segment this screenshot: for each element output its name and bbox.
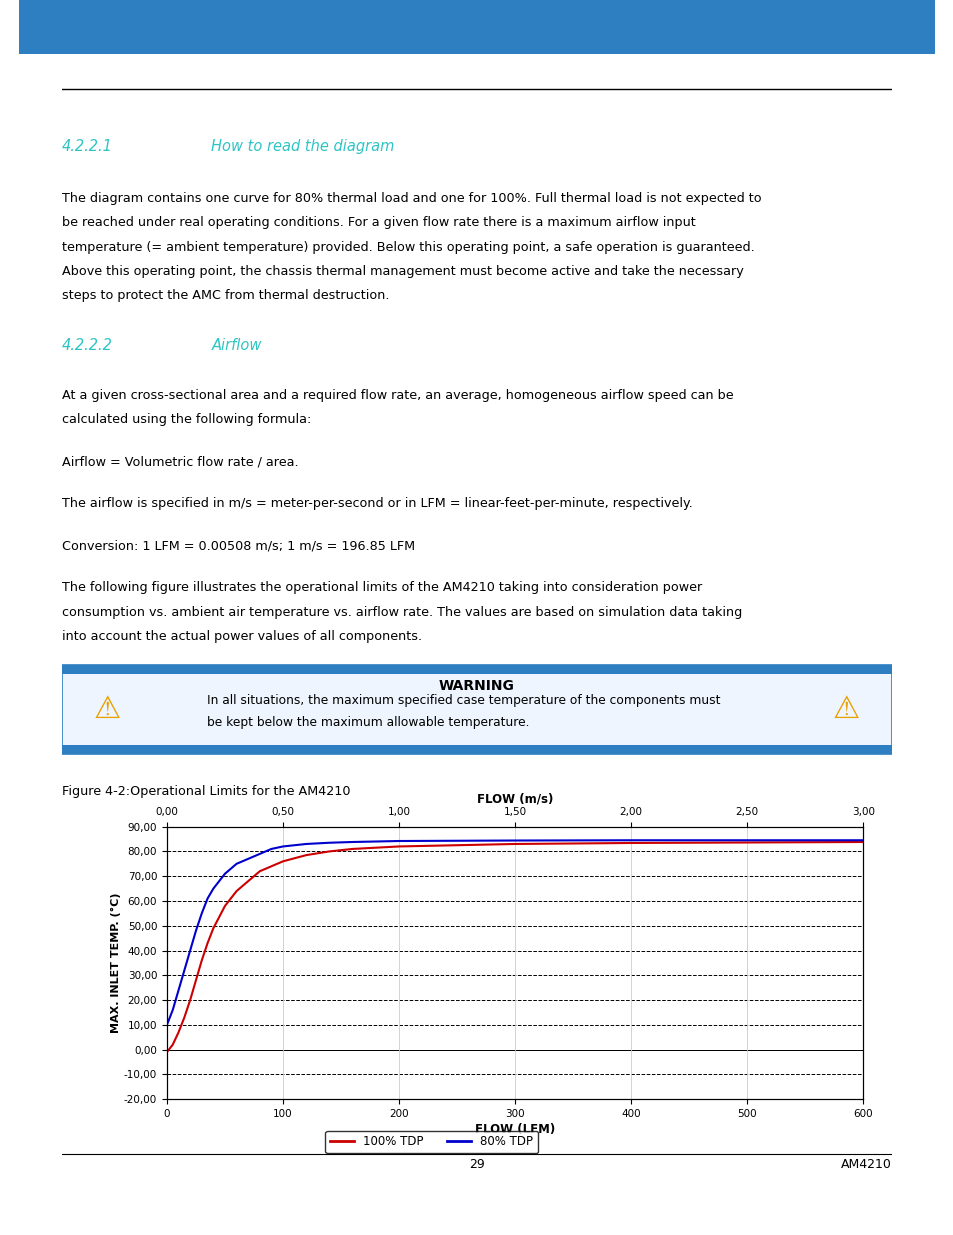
Bar — [62, 745, 891, 753]
Text: Airflow = Volumetric flow rate / area.: Airflow = Volumetric flow rate / area. — [62, 456, 298, 468]
Text: Conversion: 1 LFM = 0.00508 m/s; 1 m/s = 196.85 LFM: Conversion: 1 LFM = 0.00508 m/s; 1 m/s =… — [62, 540, 415, 552]
Text: At a given cross-sectional area and a required flow rate, an average, homogeneou: At a given cross-sectional area and a re… — [62, 389, 733, 401]
Text: The diagram contains one curve for 80% thermal load and one for 100%. Full therm: The diagram contains one curve for 80% t… — [62, 193, 760, 205]
Text: 4.2.2.1: 4.2.2.1 — [62, 140, 112, 154]
Text: be reached under real operating conditions. For a given flow rate there is a max: be reached under real operating conditio… — [62, 216, 695, 230]
Y-axis label: MAX. INLET TEMP. (°C): MAX. INLET TEMP. (°C) — [111, 893, 121, 1034]
X-axis label: FLOW (m/s): FLOW (m/s) — [476, 793, 553, 805]
Text: steps to protect the AMC from thermal destruction.: steps to protect the AMC from thermal de… — [62, 289, 389, 303]
Text: consumption vs. ambient air temperature vs. airflow rate. The values are based o: consumption vs. ambient air temperature … — [62, 605, 741, 619]
Bar — [62, 666, 891, 753]
Text: be kept below the maximum allowable temperature.: be kept below the maximum allowable temp… — [207, 716, 529, 729]
Text: ⚠: ⚠ — [94, 695, 121, 724]
Text: into account the actual power values of all components.: into account the actual power values of … — [62, 630, 421, 643]
X-axis label: FLOW (LFM): FLOW (LFM) — [475, 1123, 555, 1136]
Text: www.kontron.com: www.kontron.com — [702, 1195, 915, 1215]
Text: How to read the diagram: How to read the diagram — [212, 140, 395, 154]
Text: 29: 29 — [469, 1158, 484, 1171]
Text: temperature (= ambient temperature) provided. Below this operating point, a safe: temperature (= ambient temperature) prov… — [62, 241, 754, 254]
Text: 4.2.2.2: 4.2.2.2 — [62, 338, 112, 353]
Text: WARNING: WARNING — [438, 678, 515, 693]
Bar — [62, 666, 891, 674]
Text: Above this operating point, the chassis thermal management must become active an: Above this operating point, the chassis … — [62, 266, 743, 278]
Text: calculated using the following formula:: calculated using the following formula: — [62, 414, 311, 426]
Text: Figure 4-2:Operational Limits for the AM4210: Figure 4-2:Operational Limits for the AM… — [62, 784, 350, 798]
Text: ⚠: ⚠ — [832, 695, 859, 724]
Text: The airflow is specified in m/s = meter-per-second or in LFM = linear-feet-per-m: The airflow is specified in m/s = meter-… — [62, 498, 692, 510]
Text: In all situations, the maximum specified case temperature of the components must: In all situations, the maximum specified… — [207, 694, 720, 706]
Text: The following figure illustrates the operational limits of the AM4210 taking int: The following figure illustrates the ope… — [62, 582, 701, 594]
Text: AM4210: AM4210 — [841, 1158, 891, 1171]
Text: Airflow: Airflow — [212, 338, 261, 353]
Legend: 100% TDP, 80% TDP: 100% TDP, 80% TDP — [325, 1131, 537, 1153]
